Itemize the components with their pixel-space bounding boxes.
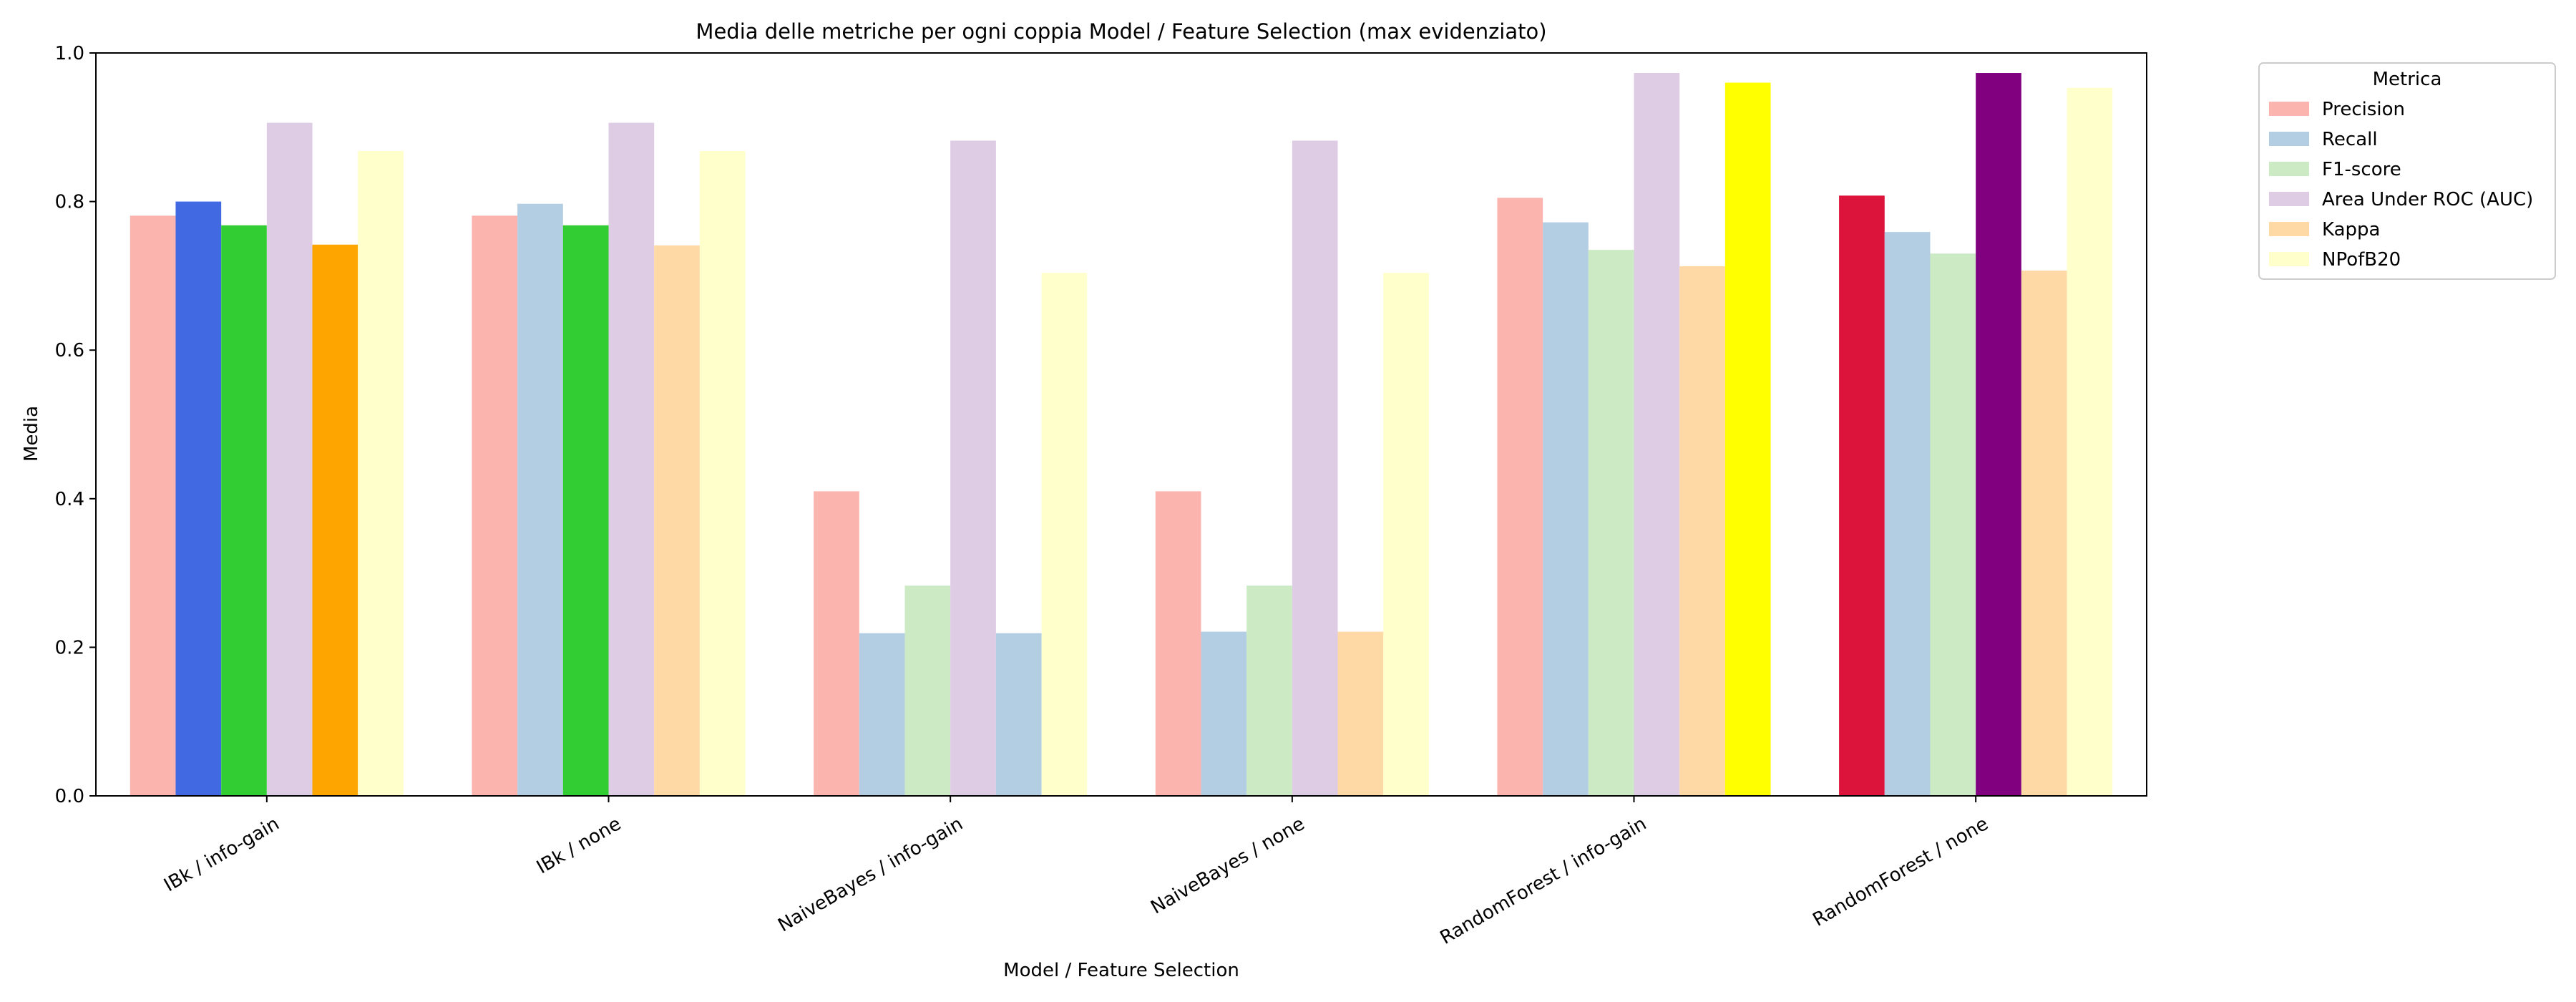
bar-ibk-none-npofb20 <box>699 151 746 797</box>
x-tick-label: RandomForest / info-gain <box>1437 813 1651 949</box>
legend-box <box>2258 62 2556 280</box>
bar-randomforest-info-gain-recall <box>1543 222 1589 796</box>
chart-title: Media delle metriche per ogni coppia Mod… <box>696 19 1546 44</box>
bar-naivebayes-info-gain-area-under-roc-auc <box>950 140 996 796</box>
bar-randomforest-info-gain-area-under-roc-auc <box>1634 73 1680 796</box>
bar-naivebayes-none-area-under-roc-auc <box>1292 140 1338 796</box>
plot-frame <box>95 52 2147 797</box>
bar-naivebayes-info-gain-npofb20 <box>1041 273 1088 796</box>
y-axis: 0.0 0.2 0.4 0.6 0.8 1.0 <box>55 43 96 807</box>
legend-label-recall: Recall <box>2322 129 2378 150</box>
bar-ibk-none-f1-score <box>562 225 609 796</box>
legend-label-area-under-roc-auc: Area Under ROC (AUC) <box>2322 189 2533 210</box>
bar-naivebayes-info-gain-kappa <box>995 633 1042 796</box>
bar-naivebayes-info-gain-recall <box>859 633 905 796</box>
bar-ibk-info-gain-f1-score <box>221 225 267 796</box>
legend-title: Metrica <box>2373 69 2442 90</box>
bar-randomforest-none-kappa <box>2021 271 2067 796</box>
x-tick-label: NaiveBayes / none <box>1147 813 1308 918</box>
x-axis: IBk / info-gain IBk / none NaiveBayes / in… <box>160 796 1992 949</box>
bar-randomforest-info-gain-npofb20 <box>1724 82 1771 796</box>
bar-naivebayes-none-recall <box>1201 631 1247 796</box>
bar-randomforest-none-recall <box>1884 232 1931 797</box>
bar-randomforest-none-f1-score <box>1930 253 1976 796</box>
legend-swatch-f1-score <box>2269 162 2309 176</box>
bar-randomforest-none-area-under-roc-auc <box>1976 73 2021 796</box>
legend-label-f1-score: F1-score <box>2322 159 2401 180</box>
y-axis-label: Media <box>21 406 42 462</box>
x-tick-label: IBk / info-gain <box>160 813 283 896</box>
bar-randomforest-none-npofb20 <box>2067 87 2113 796</box>
bar-naivebayes-info-gain-precision <box>814 491 859 796</box>
bar-naivebayes-none-kappa <box>1337 631 1384 796</box>
y-tick-label: 1.0 <box>55 43 84 64</box>
bars-group <box>130 73 2113 797</box>
bar-ibk-info-gain-kappa <box>312 244 358 797</box>
y-tick-label: 0.8 <box>55 192 84 213</box>
bar-randomforest-info-gain-f1-score <box>1588 250 1634 796</box>
bar-naivebayes-none-precision <box>1155 491 1201 796</box>
bar-ibk-info-gain-precision <box>130 215 176 796</box>
bar-naivebayes-none-npofb20 <box>1383 273 1429 796</box>
bar-ibk-none-area-under-roc-auc <box>608 122 655 796</box>
y-tick-label: 0.4 <box>55 489 84 510</box>
legend-swatch-recall <box>2269 132 2309 146</box>
bar-ibk-info-gain-area-under-roc-auc <box>266 122 313 796</box>
x-tick-label: IBk / none <box>533 813 625 878</box>
x-tick-label: RandomForest / none <box>1809 813 1991 931</box>
bar-naivebayes-none-f1-score <box>1246 585 1292 796</box>
bar-ibk-info-gain-npofb20 <box>358 151 404 797</box>
bar-randomforest-info-gain-precision <box>1497 198 1543 796</box>
x-tick-label: NaiveBayes / info-gain <box>774 813 967 936</box>
bar-ibk-none-recall <box>517 203 563 796</box>
legend-swatch-area-under-roc-auc <box>2269 192 2309 206</box>
bar-ibk-none-precision <box>472 215 518 796</box>
legend-label-kappa: Kappa <box>2322 219 2380 240</box>
y-tick-label: 0.0 <box>55 786 84 807</box>
bar-ibk-info-gain-recall <box>175 201 222 797</box>
y-tick-label: 0.2 <box>55 637 84 658</box>
bar-ibk-none-kappa <box>654 245 700 796</box>
bar-randomforest-info-gain-kappa <box>1679 266 1725 796</box>
x-axis-label: Model / Feature Selection <box>1003 960 1239 981</box>
legend: Metrica Precision Recall F1-score Area Under… <box>2258 62 2556 280</box>
y-tick-label: 0.6 <box>55 340 84 361</box>
legend-swatch-npofb20 <box>2269 252 2309 266</box>
legend-label-precision: Precision <box>2322 99 2405 120</box>
legend-swatch-kappa <box>2269 222 2309 236</box>
legend-label-npofb20: NPofB20 <box>2322 249 2401 271</box>
legend-swatch-precision <box>2269 102 2309 116</box>
bar-randomforest-none-precision <box>1839 195 1885 796</box>
bar-naivebayes-info-gain-f1-score <box>904 585 951 796</box>
